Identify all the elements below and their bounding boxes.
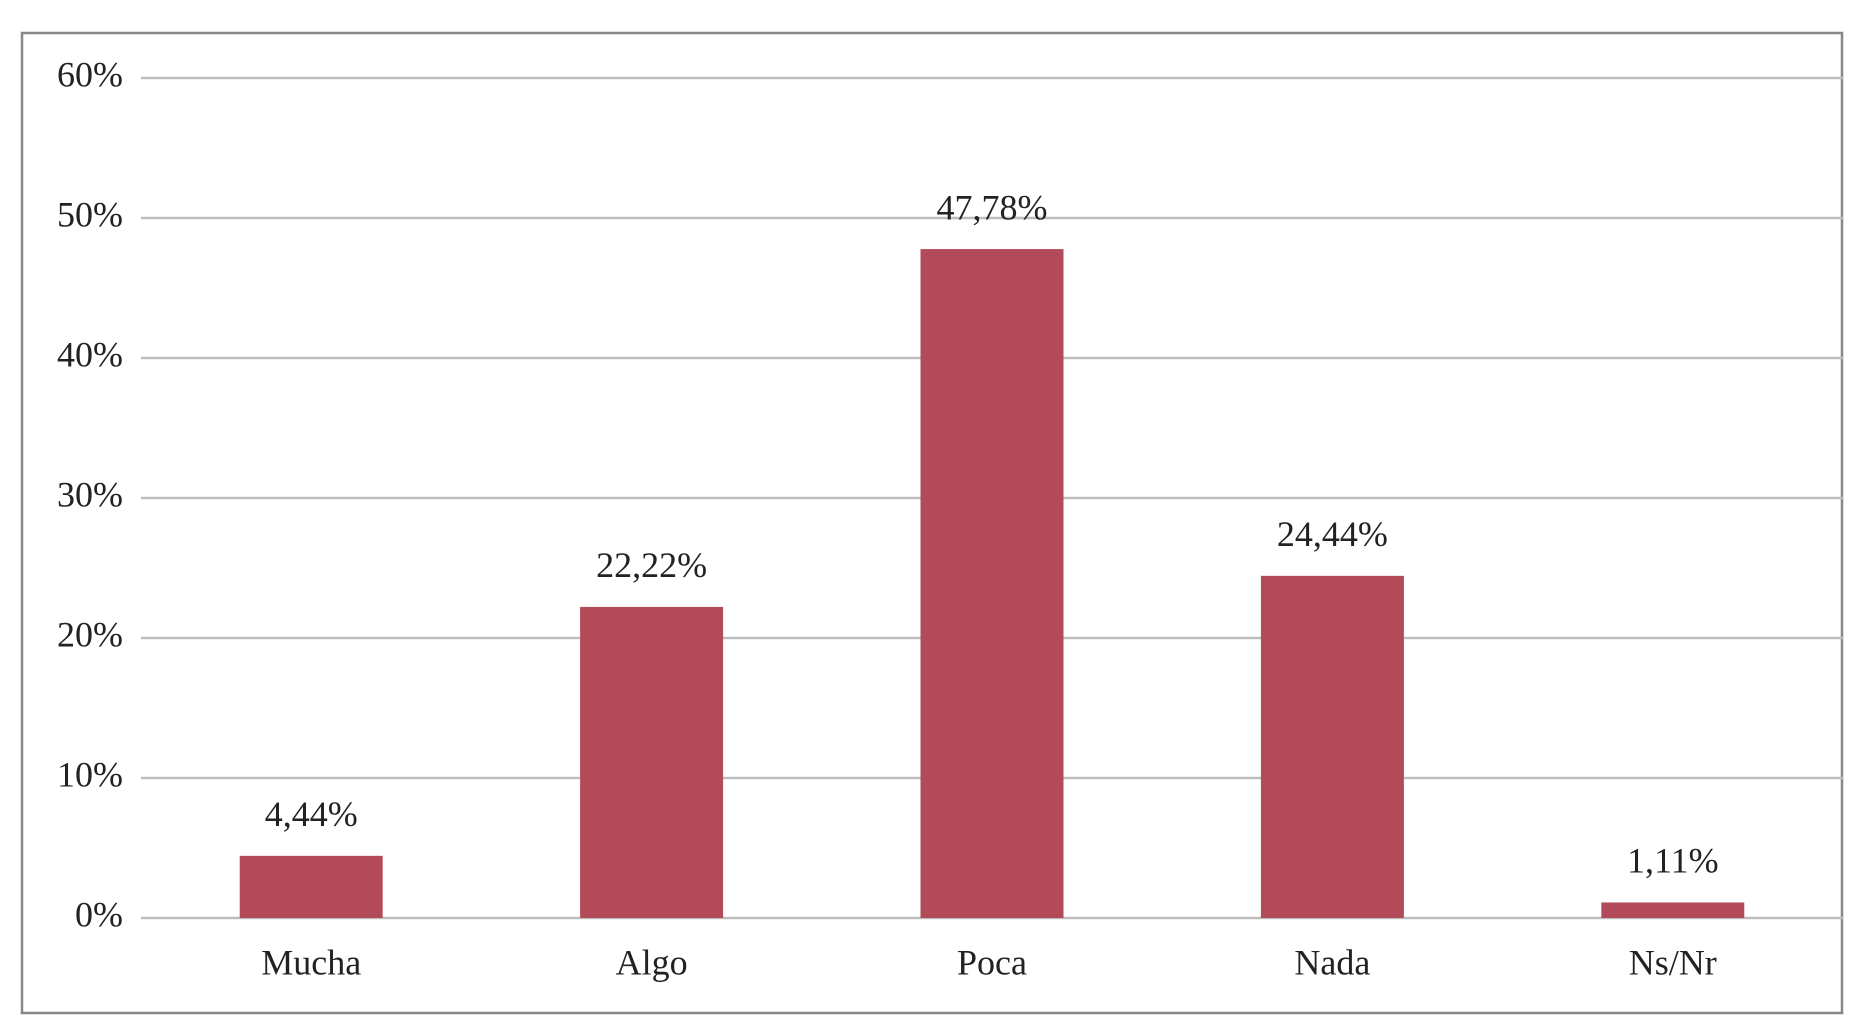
x-tick-label: Mucha (261, 942, 361, 982)
bar (920, 249, 1064, 918)
value-label: 22,22% (596, 545, 707, 585)
bar (1260, 575, 1404, 918)
y-tick-label: 0% (75, 894, 123, 934)
value-label: 47,78% (937, 187, 1048, 227)
bar (239, 855, 383, 918)
x-tick-label: Algo (616, 942, 688, 982)
value-label: 24,44% (1277, 514, 1388, 554)
x-tick-label: Nada (1294, 942, 1370, 982)
y-tick-label: 50% (57, 194, 123, 234)
y-tick-label: 30% (57, 474, 123, 514)
value-label: 1,11% (1627, 841, 1719, 881)
bar (1601, 902, 1745, 918)
y-tick-label: 10% (57, 754, 123, 794)
y-tick-label: 60% (57, 54, 123, 94)
y-tick-label: 20% (57, 614, 123, 654)
x-tick-label: Poca (957, 942, 1027, 982)
bar (580, 606, 724, 918)
chart-border (20, 31, 1844, 1015)
x-tick-label: Ns/Nr (1629, 942, 1717, 982)
y-tick-label: 40% (57, 334, 123, 374)
value-label: 4,44% (265, 794, 358, 834)
